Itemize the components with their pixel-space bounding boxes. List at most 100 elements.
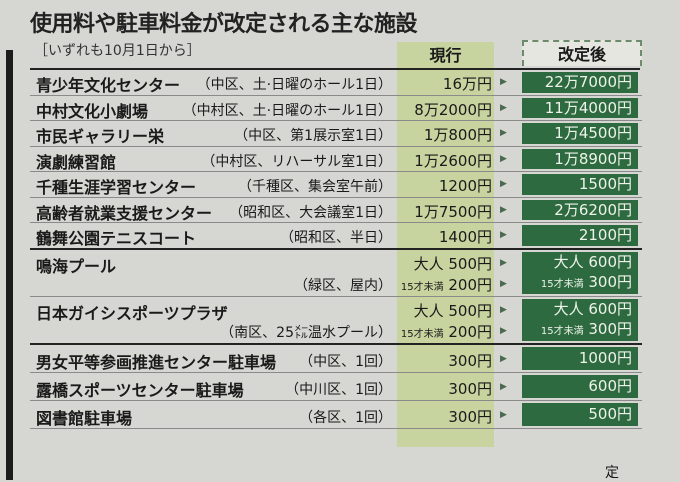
facility-name: 日本ガイシスポーツプラザ — [36, 303, 228, 323]
arrow-right-icon: ▶ — [500, 153, 507, 164]
current-fee: 8万2000円 — [414, 100, 492, 119]
current-fee: 1400円 — [438, 228, 492, 246]
table-row: 日本ガイシスポーツプラザ （南区、25㍍温水プール） 大人 500円 ▶ 15才未満 2… — [30, 297, 642, 345]
facility-name: 中村文化小劇場 — [36, 101, 149, 121]
age-label: 大人 — [553, 299, 584, 318]
new-fee-cell: 大人 600円 15才未満 300円 — [522, 298, 638, 342]
arrow-right-icon: ▶ — [500, 128, 507, 138]
facility-note: （中区、1回） — [299, 353, 392, 370]
table-row: 青少年文化センター （中区、土·日曜のホール1日） 16万円 ▶ 22万7000円 — [30, 70, 642, 96]
header-new: 改定後 — [522, 40, 642, 66]
facility-name: 鳴海プール — [36, 256, 117, 276]
current-fee: 1万800円 — [423, 126, 492, 144]
facility-name: 青少年文化センター — [36, 76, 181, 95]
current-fee-adult: 大人 500円 — [414, 300, 492, 321]
current-fee-adult: 大人 500円 — [414, 253, 492, 274]
arrow-right-icon: ▶ — [500, 409, 507, 420]
current-fee: 1万2600円 — [414, 151, 492, 170]
table-row: 露橋スポーツセンター駐車場 （中川区、1回） 300円 ▶ 600円 — [30, 373, 642, 401]
arrow-right-icon: ▶ — [500, 204, 507, 215]
margin-bar — [6, 50, 13, 480]
current-fee-child: 15才未満 200円 — [401, 321, 492, 342]
facility-name: 千種生涯学習センター — [36, 178, 197, 197]
table-row: 図書館駐車場 （各区、1回） 300円 ▶ 500円 — [30, 401, 642, 429]
arrow-right-icon: ▶ — [500, 325, 507, 336]
facility-note: （中村区、土·日曜のホール1日） — [182, 102, 392, 119]
age-label: 大人 — [553, 252, 584, 271]
facility-name: 男女平等参画推進センター駐車場 — [36, 352, 277, 372]
new-fee: 1万4500円 — [522, 123, 638, 144]
fee-value: 500円 — [448, 301, 492, 320]
table-row: 高齢者就業支援センター （昭和区、大会議室1日） 1万7500円 ▶ 2万6200円 — [30, 198, 642, 223]
current-column-bg — [397, 42, 494, 447]
current-fee: 300円 — [448, 379, 492, 398]
new-fee-child: 15才未満 300円 — [522, 272, 632, 295]
arrow-right-icon: ▶ — [500, 257, 507, 268]
table-row: 男女平等参画推進センター駐車場 （中区、1回） 300円 ▶ 1000円 — [30, 345, 642, 373]
new-fee: 11万4000円 — [522, 97, 638, 118]
table-row: 鳴海プール （緑区、屋内） 大人 500円 ▶ 15才未満 200円 ▶ 大人 600円 15… — [30, 250, 642, 297]
table-row: 演劇練習館 （中村区、リハーサル室1日） 1万2600円 ▶ 1万8900円 — [30, 147, 642, 172]
header-current: 現行 — [429, 46, 462, 65]
current-fee: 300円 — [448, 407, 492, 426]
age-label: 15才未満 — [540, 278, 584, 290]
facility-note: （緑区、屋内） — [294, 277, 392, 294]
facility-name: 市民ギャラリー栄 — [36, 127, 165, 146]
table-row: 中村文化小劇場 （中村区、土·日曜のホール1日） 8万2000円 ▶ 11万4000円 — [30, 96, 642, 121]
facility-note: （中区、第1展示室1日） — [234, 128, 392, 144]
new-fee-child: 15才未満 300円 — [522, 319, 632, 342]
divider — [30, 68, 640, 70]
arrow-right-icon: ▶ — [500, 102, 507, 113]
facility-note: （中川区、1回） — [285, 381, 392, 398]
arrow-right-icon: ▶ — [500, 179, 507, 189]
age-label: 15才未満 — [400, 281, 444, 293]
new-fee: 2100円 — [522, 225, 638, 246]
table-row: 千種生涯学習センター （千種区、集会室午前） 1200円 ▶ 1500円 — [30, 172, 642, 198]
facility-name: 高齢者就業支援センター — [36, 203, 213, 223]
facility-note: （中区、土·日曜のホール1日） — [196, 77, 392, 93]
current-fee-child: 15才未満 200円 — [401, 274, 492, 295]
facility-note: （南区、25㍍温水プール） — [220, 324, 392, 341]
fee-table: 青少年文化センター （中区、土·日曜のホール1日） 16万円 ▶ 22万7000円中村文… — [30, 70, 642, 429]
age-label: 大人 — [413, 301, 444, 320]
table-row: 市民ギャラリー栄 （中区、第1展示室1日） 1万800円 ▶ 1万4500円 — [30, 121, 642, 147]
subtitle: ［いずれも10月1日から］ — [34, 43, 201, 59]
arrow-right-icon: ▶ — [500, 304, 507, 315]
new-fee-cell: 大人 600円 15才未満 300円 — [522, 251, 638, 295]
fee-value: 300円 — [588, 319, 632, 338]
fee-value: 200円 — [448, 275, 492, 294]
new-fee: 1500円 — [522, 174, 638, 195]
current-fee: 16万円 — [442, 75, 492, 93]
facility-name: 鶴舞公園テニスコート — [36, 229, 197, 248]
new-fee: 22万7000円 — [522, 72, 638, 93]
arrow-right-icon: ▶ — [500, 353, 507, 364]
facility-note: （中村区、リハーサル室1日） — [201, 153, 392, 170]
facility-note: （昭和区、大会議室1日） — [229, 204, 392, 221]
age-label: 15才未満 — [400, 328, 444, 340]
footer-fragment: 定 — [605, 465, 619, 481]
facility-name: 露橋スポーツセンター駐車場 — [36, 380, 244, 400]
current-fee: 1万7500円 — [414, 202, 492, 221]
fee-value: 200円 — [448, 322, 492, 341]
arrow-right-icon: ▶ — [500, 77, 507, 87]
age-label: 15才未満 — [540, 325, 584, 337]
current-fee: 300円 — [448, 351, 492, 370]
facility-note: （千種区、集会室午前） — [238, 179, 392, 195]
table-row: 鶴舞公園テニスコート （昭和区、半日） 1400円 ▶ 2100円 — [30, 223, 642, 250]
arrow-right-icon: ▶ — [500, 230, 507, 240]
new-fee-adult: 大人 600円 — [522, 299, 632, 319]
fee-value: 500円 — [448, 254, 492, 273]
fee-value: 600円 — [588, 299, 632, 318]
fee-value: 600円 — [588, 252, 632, 271]
facility-note: （昭和区、半日） — [280, 230, 392, 246]
arrow-right-icon: ▶ — [500, 381, 507, 392]
new-fee: 600円 — [522, 374, 638, 398]
fee-value: 300円 — [588, 272, 632, 291]
new-fee: 2万6200円 — [522, 199, 638, 220]
facility-name: 図書館駐車場 — [36, 408, 133, 428]
new-fee-adult: 大人 600円 — [522, 252, 632, 272]
age-label: 大人 — [413, 254, 444, 273]
facility-name: 演劇練習館 — [36, 152, 117, 172]
new-fee: 500円 — [522, 402, 638, 426]
current-fee: 1200円 — [438, 177, 492, 195]
